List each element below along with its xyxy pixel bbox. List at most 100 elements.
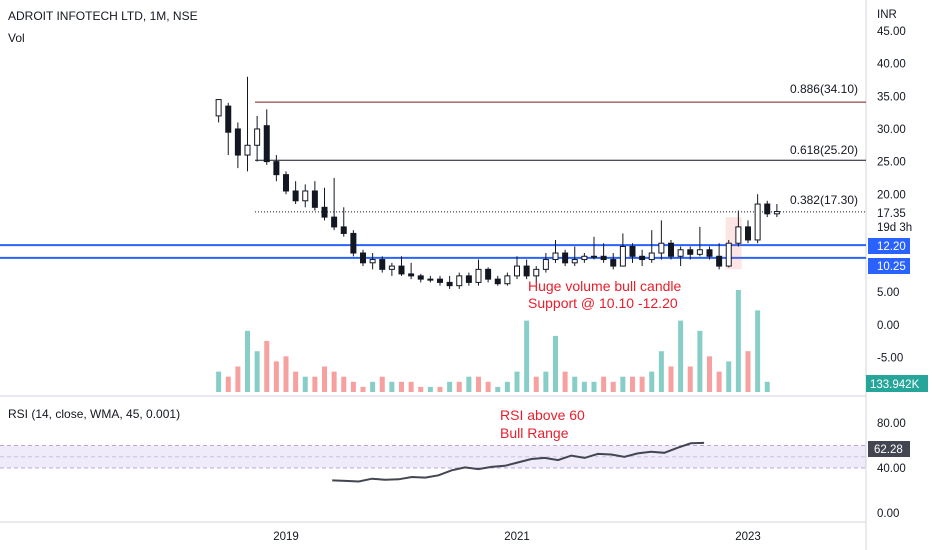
candle-body [447, 282, 452, 285]
volume-bar [370, 382, 375, 392]
candle-body [476, 269, 481, 282]
volume-tag: 133.942K [870, 379, 920, 391]
volume-bar [226, 377, 231, 392]
volume-bar [255, 351, 260, 392]
volume-bar [707, 356, 712, 392]
volume-bar [755, 310, 760, 392]
candle-body [515, 266, 520, 276]
candle-body [582, 256, 587, 259]
volume-bar [697, 331, 702, 392]
volume-bar [351, 382, 356, 392]
candle-body [572, 260, 577, 263]
time-tick-label: 2021 [504, 531, 530, 543]
candle-body [380, 260, 385, 270]
candle-body [245, 145, 250, 155]
time-tick-label: 2019 [273, 531, 299, 543]
volume-bar [264, 341, 269, 392]
countdown-label: 19d 3h [877, 222, 912, 234]
candle-body [697, 250, 702, 255]
rsi-note-line-2: Bull Range [500, 425, 569, 441]
candle-body [399, 266, 404, 274]
candle-body [649, 253, 654, 260]
volume-bar [717, 372, 722, 392]
support-bottom-tag: 10.25 [877, 261, 906, 273]
volume-bar [582, 382, 587, 392]
candle-body [659, 243, 664, 253]
volume-bar [447, 382, 452, 392]
candle-body [428, 279, 433, 280]
candle-body [418, 276, 423, 279]
volume-bar [563, 372, 568, 392]
volume-bar [640, 377, 645, 392]
volume-bar [389, 382, 394, 392]
volume-bar [235, 367, 240, 393]
candle-body [389, 266, 394, 269]
candle-body [264, 126, 269, 162]
volume-bar [669, 367, 674, 393]
candle-body [293, 191, 298, 201]
volume-bar [293, 372, 298, 392]
volume-bar [438, 387, 443, 392]
candle-body [611, 260, 616, 267]
volume-bar [486, 382, 491, 392]
candle-body [438, 279, 443, 282]
candle-body [303, 191, 308, 201]
candle-body [755, 204, 760, 240]
candle-body [688, 250, 693, 255]
volume-bar [312, 377, 317, 392]
volume-bar [216, 372, 221, 392]
candle-body [495, 279, 500, 284]
volume-bar [341, 377, 346, 392]
candle-body [726, 243, 731, 266]
candle-body [466, 276, 471, 283]
volume-bar [746, 351, 751, 392]
volume-bar [611, 382, 616, 392]
price-tick-label: 35.00 [877, 91, 906, 103]
rsi-legend: RSI (14, close, WMA, 45, 0.001) [8, 407, 180, 421]
volume-bar [505, 382, 510, 392]
volume-bar [380, 377, 385, 392]
volume-note-line-1: Huge volume bull candle [528, 278, 682, 294]
fib-886-label: 0.886(34.10) [790, 82, 858, 96]
candle-body [486, 269, 491, 279]
candle-body [746, 227, 751, 240]
candle-body [553, 253, 558, 260]
rsi-tick-label: 40.00 [877, 463, 906, 475]
last-price-label: 17.35 [877, 208, 906, 220]
currency-label: INR [877, 9, 897, 21]
volume-bar [466, 377, 471, 392]
volume-bar [726, 361, 731, 392]
candle-body [669, 243, 674, 256]
rsi-note-line-1: RSI above 60 [500, 407, 585, 423]
volume-bar [553, 336, 558, 392]
candle-body [322, 207, 327, 217]
volume-bar [409, 382, 414, 392]
candle-body [640, 256, 645, 259]
volume-bar [688, 367, 693, 393]
candle-body [312, 191, 317, 207]
volume-bar [428, 387, 433, 392]
volume-bar [332, 372, 337, 392]
time-tick-label: 2023 [735, 531, 761, 543]
candle-body [774, 212, 779, 214]
candle-body [601, 256, 606, 259]
rsi-band [0, 446, 866, 469]
volume-bar [630, 377, 635, 392]
volume-note-line-2: Support @ 10.10 -12.20 [528, 295, 678, 311]
volume-bar [678, 321, 683, 392]
volume-bar [476, 377, 481, 392]
candle-body [717, 256, 722, 266]
candle-body [620, 246, 625, 266]
volume-legend: Vol [8, 31, 25, 45]
volume-bar [572, 377, 577, 392]
volume-bar [736, 290, 741, 392]
volume-bar [322, 367, 327, 393]
price-tick-label: -5.00 [877, 353, 903, 365]
candle-body [409, 274, 414, 276]
candle-body [543, 260, 548, 270]
support-top-tag: 12.20 [877, 241, 906, 253]
candle-body [707, 250, 712, 257]
volume-bar [534, 377, 539, 392]
candle-body [226, 106, 231, 132]
